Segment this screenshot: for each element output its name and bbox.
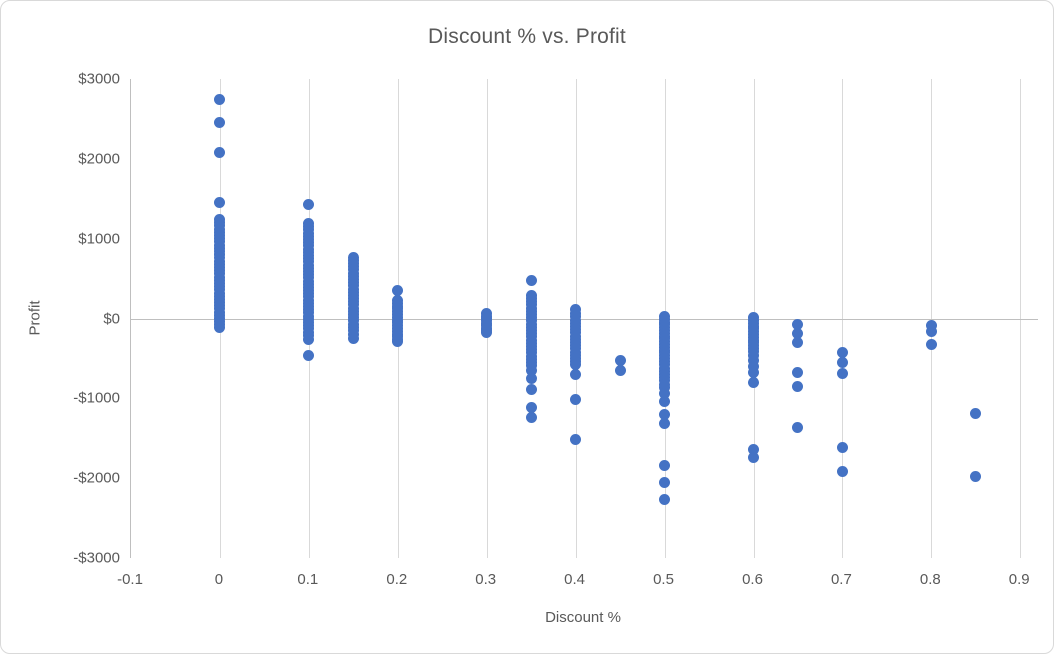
data-point — [748, 360, 759, 372]
data-point — [614, 364, 626, 376]
y-axis-title: Profit — [26, 300, 44, 336]
data-point — [214, 321, 226, 333]
y-tick-label: $1000 — [78, 230, 120, 248]
data-point — [748, 444, 759, 456]
plot-area — [130, 79, 1038, 558]
y-tick-label: $3000 — [78, 70, 120, 88]
x-tick-label: 0 — [214, 571, 224, 588]
data-point — [525, 411, 537, 423]
data-point — [214, 146, 226, 158]
x-tick-label: 0.9 — [1008, 571, 1030, 588]
data-point — [792, 422, 804, 434]
data-point — [614, 354, 626, 366]
data-point — [303, 349, 315, 361]
data-point — [303, 333, 315, 345]
data-point — [792, 328, 804, 340]
data-point — [214, 94, 226, 106]
data-point — [659, 388, 670, 400]
data-point — [303, 198, 315, 210]
data-point — [970, 471, 982, 483]
data-point — [792, 366, 804, 378]
data-point — [659, 459, 670, 471]
data-point — [570, 433, 582, 445]
x-tick-label: 0.1 — [297, 571, 319, 588]
data-point — [836, 465, 848, 477]
y-tick-label: $0 — [103, 310, 120, 327]
chart-title: Discount % vs. Profit — [428, 25, 626, 48]
x-tick-label: 0.6 — [742, 571, 763, 588]
y-tick-label: -$1000 — [73, 389, 120, 407]
data-point — [392, 336, 404, 348]
data-point — [970, 407, 982, 419]
data-point — [392, 285, 404, 297]
data-point — [925, 320, 937, 332]
data-point — [748, 367, 759, 379]
data-point — [836, 441, 848, 453]
data-point — [659, 396, 670, 408]
data-point — [525, 401, 537, 413]
x-tick-label: 0.5 — [653, 571, 674, 588]
x-axis-title: Discount % — [545, 609, 621, 626]
data-point — [570, 393, 582, 405]
data-point — [836, 347, 848, 359]
data-point — [792, 337, 804, 348]
data-point — [525, 384, 537, 396]
x-tick-label: 0.7 — [830, 571, 852, 588]
data-point — [925, 326, 937, 338]
data-point — [481, 327, 493, 339]
data-point — [525, 274, 537, 286]
data-point — [214, 117, 226, 129]
data-point — [525, 372, 537, 384]
data-point — [748, 376, 759, 388]
data-point — [748, 451, 759, 463]
data-point — [347, 333, 359, 344]
y-tick-label: $2000 — [78, 150, 120, 168]
data-point — [570, 368, 582, 380]
x-tick-label: 0.4 — [564, 571, 586, 588]
data-point — [748, 355, 759, 367]
data-point — [792, 380, 804, 392]
data-point — [836, 368, 848, 380]
x-tick-label: -0.1 — [117, 571, 143, 588]
zero-gridline — [131, 318, 1038, 320]
data-point — [925, 339, 937, 351]
y-tick-label: -$2000 — [73, 469, 120, 487]
data-point — [659, 477, 670, 489]
data-point — [748, 349, 759, 361]
data-point — [659, 408, 670, 420]
data-point — [659, 494, 670, 506]
data-point — [659, 418, 670, 430]
data-point — [570, 358, 582, 370]
x-tick-label: 0.8 — [919, 571, 941, 588]
x-tick-label: 0.3 — [475, 571, 497, 588]
y-tick-label: -$3000 — [73, 549, 120, 567]
data-point — [792, 319, 804, 331]
data-point — [659, 381, 670, 393]
data-point — [214, 197, 226, 209]
data-point — [525, 364, 537, 376]
data-point — [836, 357, 848, 369]
x-tick-label: 0.2 — [386, 571, 408, 588]
